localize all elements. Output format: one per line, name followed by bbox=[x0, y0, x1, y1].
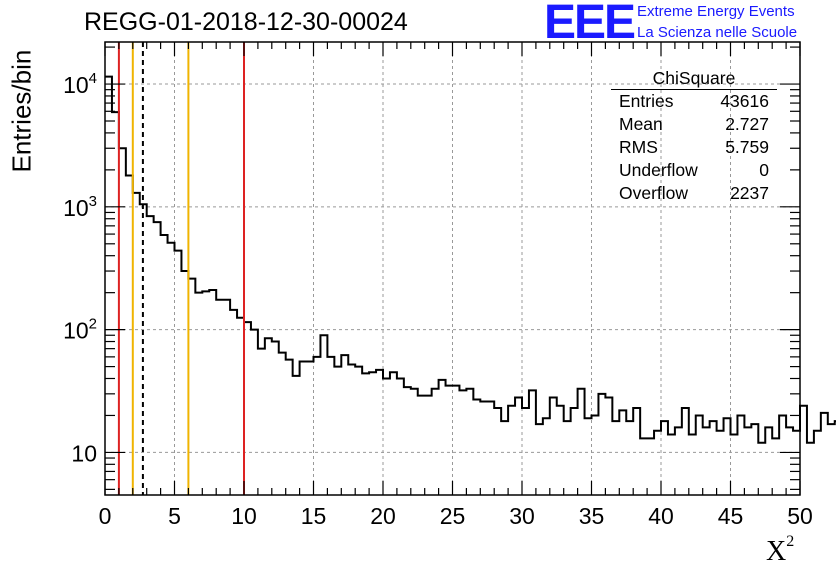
logo-tagline-1: Extreme Energy Events bbox=[637, 3, 795, 20]
stats-value: 43616 bbox=[720, 91, 769, 111]
x-tick-label: 10 bbox=[231, 503, 257, 529]
stats-box: ChiSquare Entries 43616 Mean 2.727 RMS 5… bbox=[611, 68, 777, 205]
stats-label: RMS bbox=[619, 137, 658, 157]
x-tick-label: 45 bbox=[718, 503, 744, 529]
logo-tagline-2: La Scienza nelle Scuole bbox=[637, 24, 798, 41]
y-tick-label: 104 bbox=[63, 70, 97, 98]
y-axis-label: Entries/bin bbox=[6, 49, 37, 173]
stats-value: 5.759 bbox=[725, 137, 769, 157]
stats-title: ChiSquare bbox=[611, 68, 777, 90]
stats-value: 2237 bbox=[730, 183, 769, 203]
y-tick-label: 10 bbox=[71, 440, 97, 466]
x-axis-label: X2 bbox=[766, 532, 795, 568]
x-tick-label: 25 bbox=[440, 503, 466, 529]
y-tick-label: 102 bbox=[63, 316, 97, 344]
eee-logo: EEE bbox=[544, 0, 636, 49]
stats-label: Entries bbox=[619, 91, 674, 111]
x-tick-label: 15 bbox=[301, 503, 327, 529]
x-tick-label: 5 bbox=[168, 503, 181, 529]
x-tick-label: 20 bbox=[370, 503, 396, 529]
x-axis-label-base: X bbox=[766, 536, 787, 567]
x-tick-label: 30 bbox=[509, 503, 535, 529]
x-axis-label-exponent: 2 bbox=[786, 532, 795, 550]
stats-label: Overflow bbox=[619, 183, 689, 203]
x-tick-label: 50 bbox=[787, 503, 813, 529]
x-tick-label: 0 bbox=[99, 503, 112, 529]
stats-label: Mean bbox=[619, 114, 663, 134]
stats-label: Underflow bbox=[619, 160, 698, 180]
x-tick-label: 40 bbox=[648, 503, 674, 529]
plot-title: REGG-01-2018-12-30-00024 bbox=[84, 8, 408, 36]
stats-row: RMS 5.759 bbox=[611, 136, 777, 159]
stats-row: Underflow 0 bbox=[611, 159, 777, 182]
stats-row: Entries 43616 bbox=[611, 90, 777, 113]
stats-row: Mean 2.727 bbox=[611, 113, 777, 136]
x-tick-label: 35 bbox=[579, 503, 605, 529]
stats-value: 0 bbox=[759, 160, 769, 180]
stats-value: 2.727 bbox=[725, 114, 769, 134]
stats-row: Overflow 2237 bbox=[611, 182, 777, 205]
y-tick-label: 103 bbox=[63, 193, 97, 221]
